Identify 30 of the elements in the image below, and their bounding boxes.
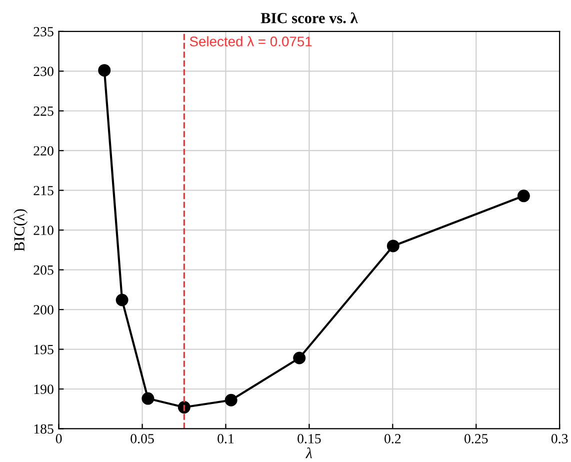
x-tick-label: 0.2 bbox=[384, 434, 401, 444]
ref-line-label: Selected λ = 0.0751 bbox=[190, 36, 312, 46]
point bbox=[386, 240, 400, 252]
point bbox=[293, 352, 306, 364]
y-tick-label: 200 bbox=[34, 305, 54, 314]
y-tick-label: 210 bbox=[34, 226, 54, 236]
point bbox=[116, 294, 128, 306]
y-tick-label: 220 bbox=[34, 146, 54, 156]
y-axis-title: BIC(λ) bbox=[14, 209, 28, 252]
y-tick-label: 205 bbox=[34, 265, 54, 275]
y-tick-label: 235 bbox=[34, 27, 54, 36]
x-tick-label: 0.1 bbox=[218, 434, 234, 444]
x-tick-label: 0.25 bbox=[464, 434, 488, 444]
point bbox=[224, 394, 238, 406]
chart-title: BIC score vs. λ bbox=[260, 12, 358, 24]
point bbox=[178, 401, 190, 414]
x-axis-title: λ bbox=[306, 447, 312, 458]
x-tick-label: 0 bbox=[56, 434, 62, 444]
point bbox=[517, 190, 530, 202]
y-tick-label: 190 bbox=[34, 384, 54, 394]
y-tick-label: 215 bbox=[34, 186, 54, 196]
point bbox=[98, 64, 111, 77]
x-tick-label: 0.15 bbox=[298, 434, 321, 444]
x-tick-label: 0.05 bbox=[130, 434, 154, 444]
x-tick-label: 0.3 bbox=[551, 434, 568, 444]
y-tick-label: 230 bbox=[34, 66, 54, 76]
y-tick-label: 195 bbox=[34, 344, 54, 354]
y-tick-label: 185 bbox=[34, 424, 54, 434]
point bbox=[142, 392, 154, 405]
y-tick-label: 225 bbox=[34, 106, 54, 116]
